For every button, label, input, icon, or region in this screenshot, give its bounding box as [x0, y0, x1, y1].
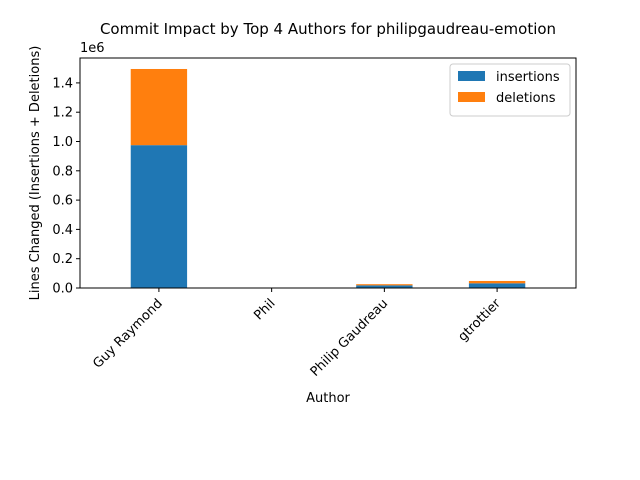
bar-deletions-3 [468, 280, 526, 284]
x-axis-label: Author [306, 391, 350, 406]
y-tick-label-0: 0.0 [52, 282, 73, 297]
x-tick-label-2: Philip Gaudreau [308, 296, 392, 380]
y-tick-label-3: 0.6 [52, 194, 73, 209]
y-axis-offset-label: 1e6 [80, 41, 105, 56]
bar-insertions-3 [468, 283, 526, 288]
y-tick-label-7: 1.4 [52, 76, 73, 91]
y-tick-label-4: 0.8 [52, 164, 73, 179]
y-tick-label-5: 1.0 [52, 135, 73, 150]
legend-swatch-insertions [458, 71, 485, 81]
bar-deletions-0 [130, 68, 188, 146]
plot-area-frame [79, 57, 577, 289]
x-axis-ticks: Guy Raymond Phil Philip Gaudreau gtrottier [90, 288, 504, 380]
legend-swatch-deletions [458, 92, 485, 102]
bar-insertions-2 [356, 285, 413, 288]
y-axis-ticks: 0.0 0.2 0.4 0.6 0.8 1.0 1.2 1.4 [52, 76, 80, 297]
legend: insertions deletions [449, 63, 571, 117]
bar-insertions-0 [130, 145, 188, 288]
bar-deletions-2 [356, 284, 413, 286]
x-tick-label-1: Phil [251, 296, 278, 323]
y-tick-label-6: 1.2 [52, 106, 73, 121]
y-axis-label: Lines Changed (Insertions + Deletions) [28, 46, 43, 301]
y-tick-label-1: 0.2 [52, 252, 73, 267]
x-tick-label-3: gtrottier [455, 296, 504, 345]
chart-title: Commit Impact by Top 4 Authors for phili… [100, 20, 556, 38]
x-tick-label-0: Guy Raymond [90, 296, 165, 371]
legend-label-insertions: insertions [496, 70, 560, 85]
legend-label-deletions: deletions [496, 91, 556, 106]
y-tick-label-2: 0.4 [52, 223, 73, 238]
bars-group [130, 68, 526, 288]
